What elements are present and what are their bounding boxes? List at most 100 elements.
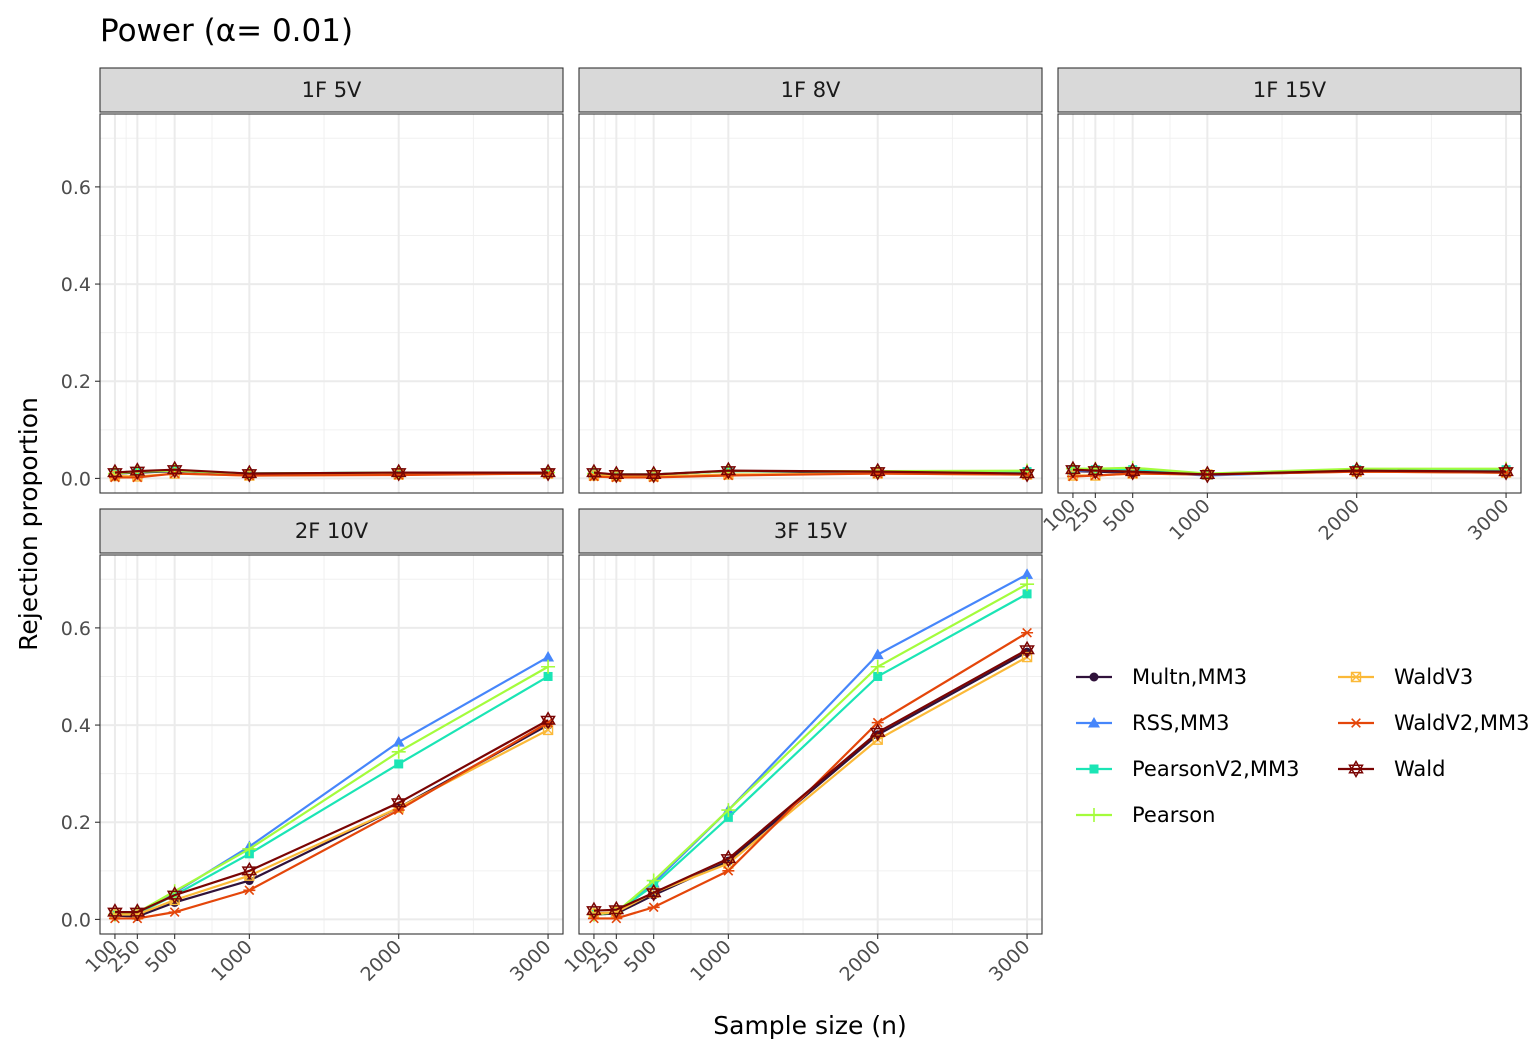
x-tick-label: 2000 <box>356 936 406 986</box>
x-tick-label: 500 <box>1099 495 1140 536</box>
data-point <box>586 901 602 920</box>
data-point <box>540 463 556 482</box>
data-point <box>392 736 405 747</box>
data-point <box>241 464 258 483</box>
legend-key-marker <box>1088 717 1100 728</box>
data-point <box>166 886 183 905</box>
data-point <box>869 723 886 742</box>
series-line <box>593 656 1028 915</box>
facet-strip <box>1057 67 1522 113</box>
panel-border <box>99 113 564 494</box>
data-point <box>647 902 660 913</box>
legend-key-marker <box>1089 764 1099 774</box>
facet-label: 3F 15V <box>774 519 848 543</box>
facet-strip <box>578 508 1043 554</box>
data-point <box>540 711 556 730</box>
legend-label: WaldV2,MM3 <box>1394 711 1529 735</box>
data-point <box>721 803 736 818</box>
x-tick-label: 3000 <box>506 936 556 986</box>
x-tick-label: 1000 <box>686 936 736 986</box>
panel-background <box>579 555 1042 934</box>
data-point <box>1021 568 1034 579</box>
legend: Multn,MM3 RSS,MM3 PearsonV2,MM3 Pearson Wald… <box>1076 665 1529 827</box>
x-tick-label: 2000 <box>1314 495 1364 545</box>
data-point <box>722 865 735 876</box>
data-point <box>1199 465 1216 484</box>
x-tick-label: 1000 <box>207 936 257 986</box>
data-point <box>107 463 123 482</box>
legend-key-marker <box>1350 718 1362 728</box>
facet-strip <box>99 67 564 113</box>
legend-item: RSS,MM3 <box>1076 711 1230 735</box>
data-point <box>723 812 733 822</box>
legend-item: Wald <box>1338 757 1445 781</box>
data-point <box>586 463 602 482</box>
y-tick-label: 0.6 <box>61 618 91 640</box>
x-tick-label: 1000 <box>1165 495 1215 545</box>
y-tick-label: 0.4 <box>61 274 91 296</box>
facet-label: 1F 5V <box>302 78 362 102</box>
data-point <box>394 759 404 769</box>
facet-label: 1F 15V <box>1253 78 1327 102</box>
data-point <box>1065 460 1081 479</box>
data-point <box>1498 462 1514 481</box>
facet-panel: 1F 8V <box>578 67 1043 494</box>
legend-item: WaldV3 <box>1338 665 1473 689</box>
data-point <box>645 465 662 484</box>
y-tick-label: 0.4 <box>61 715 91 737</box>
data-point <box>1019 640 1035 659</box>
data-point <box>1021 627 1034 638</box>
data-point <box>390 463 407 482</box>
data-point <box>871 648 884 660</box>
y-tick-label: 0.2 <box>61 371 91 393</box>
legend-key-marker <box>1348 759 1364 779</box>
data-point <box>129 903 146 922</box>
data-point <box>166 460 183 479</box>
data-point <box>1124 462 1141 481</box>
data-point <box>243 885 256 896</box>
x-tick-label: 3000 <box>985 936 1035 986</box>
legend-label: RSS,MM3 <box>1132 711 1230 735</box>
legend-item: Pearson <box>1076 803 1215 827</box>
data-point <box>869 462 886 481</box>
facet-label: 2F 10V <box>295 519 369 543</box>
chart-title: Power (α= 0.01) <box>100 13 353 49</box>
facet-panel: 1F 5V 0.0 0.2 0.4 0.6 <box>61 67 564 494</box>
panel-border <box>578 554 1043 935</box>
data-point <box>720 461 737 480</box>
panel-background <box>1058 114 1521 493</box>
x-tick-label: 2000 <box>835 936 885 986</box>
y-tick-label: 0.2 <box>61 812 91 834</box>
data-point <box>168 907 181 918</box>
legend-item: WaldV2,MM3 <box>1338 711 1529 735</box>
data-point <box>608 900 625 919</box>
y-tick-label: 0.6 <box>61 177 91 199</box>
data-point <box>1020 577 1035 592</box>
panel-border <box>578 113 1043 494</box>
legend-item: PearsonV2,MM3 <box>1076 757 1299 781</box>
legend-label: Multn,MM3 <box>1132 665 1247 689</box>
x-tick-label: 500 <box>620 936 661 977</box>
data-point <box>1348 461 1365 480</box>
y-tick-label: 0.0 <box>61 909 91 931</box>
legend-label: Pearson <box>1132 803 1215 827</box>
data-point <box>1019 464 1035 483</box>
data-point <box>871 717 884 728</box>
legend-label: WaldV3 <box>1394 665 1473 689</box>
data-point <box>1022 589 1032 599</box>
x-axis-title: Sample size (n) <box>713 1011 906 1040</box>
data-point <box>541 659 556 674</box>
data-point <box>870 659 885 674</box>
panel-border <box>1057 113 1522 494</box>
x-tick-label: 3000 <box>1464 495 1514 545</box>
legend-key-marker <box>1350 671 1362 683</box>
data-point <box>542 651 555 662</box>
legend-label: Wald <box>1394 757 1445 781</box>
facet-strip <box>578 67 1043 113</box>
panel-background <box>100 114 563 493</box>
